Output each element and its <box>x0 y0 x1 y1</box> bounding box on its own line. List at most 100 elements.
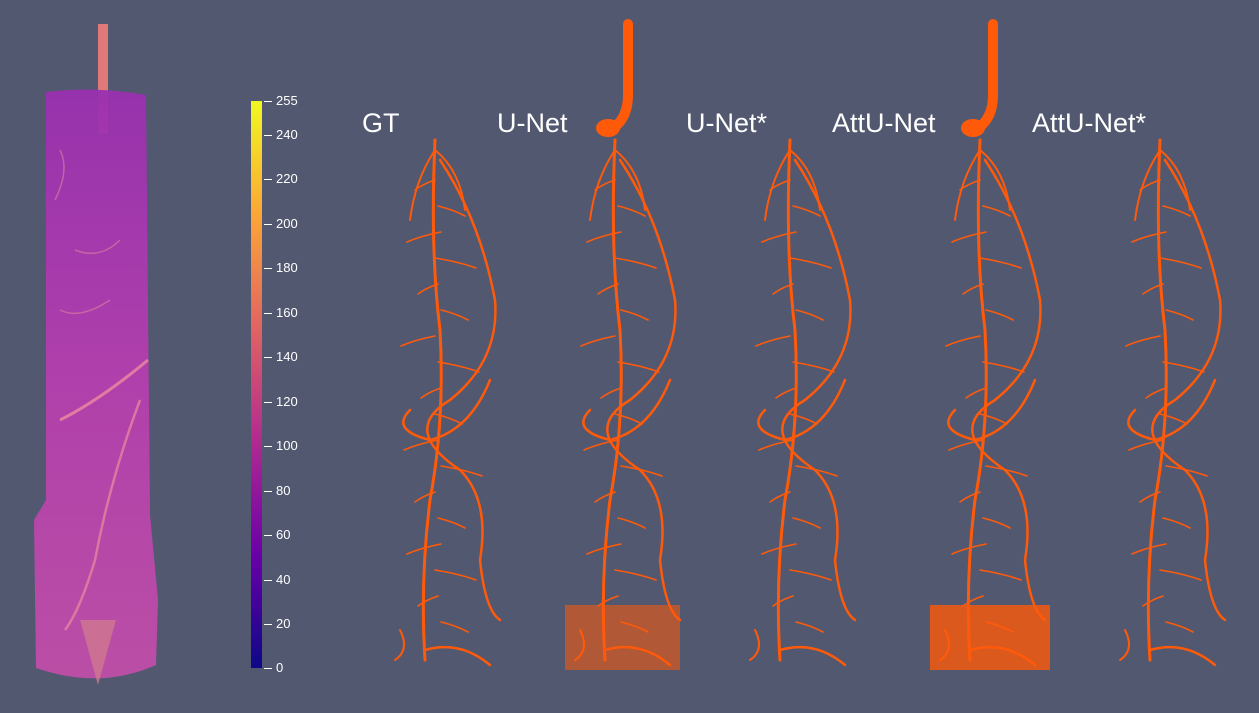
root-segment <box>985 309 1014 321</box>
root-segment <box>440 465 483 477</box>
colorbar-tick <box>264 179 272 180</box>
colorbar-tick-label: 80 <box>276 483 291 498</box>
colorbar-tick-label: 20 <box>276 616 291 631</box>
root-segment <box>1162 205 1191 217</box>
root-segment <box>617 517 646 529</box>
root-segment <box>1165 621 1194 633</box>
root-segment <box>776 138 798 662</box>
colorbar-tick-label: 0 <box>276 660 284 675</box>
root-segment <box>440 309 469 321</box>
root-segment <box>426 158 502 622</box>
root-segment <box>951 543 987 555</box>
colorbar-tick <box>264 402 272 403</box>
soil-tube-stem <box>98 24 108 134</box>
root-segment <box>434 149 466 211</box>
root-segment <box>789 569 832 581</box>
root-segment <box>594 179 616 191</box>
colorbar-tick-label: 60 <box>276 527 291 542</box>
colorbar-tick <box>264 135 272 136</box>
root-segment <box>423 645 492 667</box>
root-segment <box>1139 491 1161 503</box>
root-segment <box>434 413 463 425</box>
root-segment <box>769 179 791 191</box>
root-segment <box>403 439 439 451</box>
root-segment <box>1146 138 1168 662</box>
root-segment <box>421 138 443 662</box>
root-segment <box>761 231 797 243</box>
root-segment <box>1131 231 1167 243</box>
colorbar-tick <box>264 535 272 536</box>
root-segment <box>971 158 1047 622</box>
root-segment <box>792 361 835 373</box>
root-segment <box>589 149 616 221</box>
soil-column-tip <box>80 620 116 685</box>
root-segment <box>1162 361 1205 373</box>
root-segment <box>979 257 1022 269</box>
root-segment <box>614 149 646 211</box>
bottom-artifact <box>930 605 1050 670</box>
root-segment <box>437 205 466 217</box>
root-segment <box>400 335 436 347</box>
root-segment <box>414 179 436 191</box>
root-segment <box>614 413 643 425</box>
root-segment <box>951 231 987 243</box>
root-segment <box>605 19 633 135</box>
root-segment <box>1162 517 1191 529</box>
colorbar-tick-label: 255 <box>276 93 298 108</box>
root-segment <box>755 335 791 347</box>
root-segment <box>614 257 657 269</box>
soil-column <box>34 89 158 679</box>
panel-label-unet: U-Net <box>497 108 568 138</box>
root-segment <box>1148 645 1217 667</box>
root-segment <box>606 158 682 622</box>
colorbar-tick <box>264 268 272 269</box>
panel-label-unet-star: U-Net* <box>686 108 768 138</box>
colorbar-tick <box>264 313 272 314</box>
root-segment <box>1119 629 1130 661</box>
root-segment <box>1128 439 1164 451</box>
colorbar-tick-label: 180 <box>276 260 298 275</box>
root-segment <box>406 231 442 243</box>
colorbar-tick-label: 120 <box>276 394 298 409</box>
colorbar <box>251 101 262 668</box>
root-segment <box>954 149 981 221</box>
colorbar-tick <box>264 580 272 581</box>
root-segment <box>1139 179 1161 191</box>
root-segment <box>582 378 672 442</box>
root-segment <box>1159 149 1191 211</box>
colorbar-tick <box>264 624 272 625</box>
root-segment <box>982 361 1025 373</box>
colorbar-tick-label: 200 <box>276 216 298 231</box>
root-segment <box>789 257 832 269</box>
root-segment <box>617 361 660 373</box>
root-segment <box>440 621 469 633</box>
root-segment <box>614 569 657 581</box>
root-segment <box>1159 413 1188 425</box>
root-segment <box>965 387 987 399</box>
root-segment <box>959 179 981 191</box>
root-segment <box>781 158 857 622</box>
root-segment <box>1151 158 1227 622</box>
root-segment <box>962 595 984 607</box>
root-segment <box>749 629 760 661</box>
root-segment <box>789 413 818 425</box>
root-segment <box>1145 387 1167 399</box>
root-segment <box>772 283 794 295</box>
root-segment <box>617 205 646 217</box>
root-segment <box>775 387 797 399</box>
panel-label-attunet-star: AttU-Net* <box>1032 108 1147 138</box>
root-segment <box>586 543 622 555</box>
root-segment <box>414 491 436 503</box>
root-segment <box>406 543 442 555</box>
colorbar-tick-label: 240 <box>276 127 298 142</box>
root-segment <box>434 569 477 581</box>
root-segment <box>601 138 623 662</box>
colorbar-tick <box>264 491 272 492</box>
root-segment <box>757 378 847 442</box>
root-segment <box>394 629 405 661</box>
root-segment <box>795 309 824 321</box>
root-segment <box>597 283 619 295</box>
